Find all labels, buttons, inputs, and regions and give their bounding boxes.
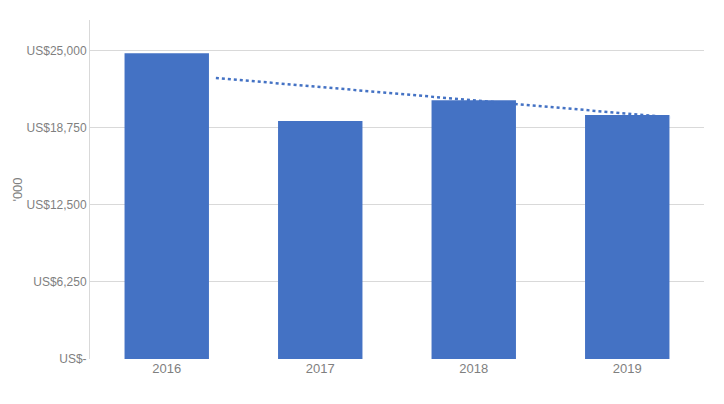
svg-text:'000: '000: [10, 177, 25, 201]
svg-text:2019: 2019: [613, 361, 642, 376]
svg-text:2018: 2018: [459, 361, 488, 376]
svg-text:US$-: US$-: [59, 352, 86, 366]
svg-text:US$12,500: US$12,500: [27, 198, 87, 212]
svg-text:US$18,750: US$18,750: [27, 121, 87, 135]
svg-text:US$6,250: US$6,250: [33, 275, 87, 289]
svg-text:2016: 2016: [152, 361, 181, 376]
svg-text:US$25,000: US$25,000: [27, 44, 87, 58]
svg-text:2017: 2017: [306, 361, 335, 376]
